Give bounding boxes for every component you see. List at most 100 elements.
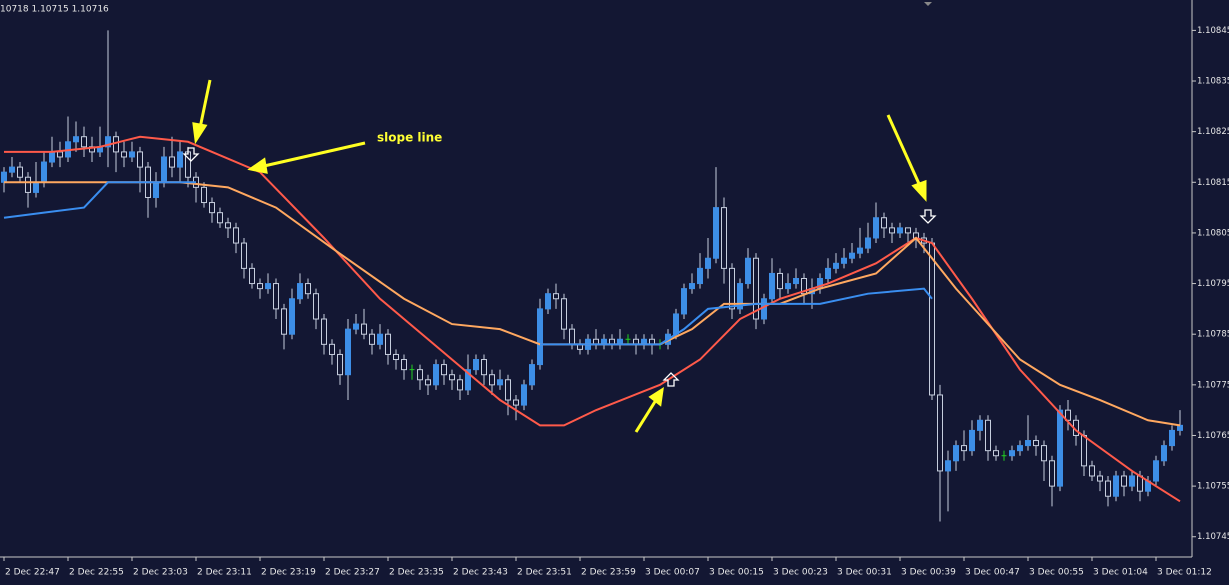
candle-body xyxy=(929,242,935,396)
candle-body xyxy=(241,242,247,269)
candle-body xyxy=(569,328,575,345)
candle-body xyxy=(1,171,7,183)
candle-body xyxy=(337,353,343,376)
candle-body xyxy=(449,374,455,381)
candle-body xyxy=(321,318,327,345)
y-tick-label: 1.10815 xyxy=(1197,178,1229,188)
x-tick-label: 2 Dec 22:55 xyxy=(69,568,124,578)
candle-body xyxy=(345,328,351,376)
candle-body xyxy=(561,298,567,330)
candle-body xyxy=(177,151,183,168)
candle-body xyxy=(233,227,239,244)
y-tick-label: 1.10755 xyxy=(1197,482,1229,492)
candle-body xyxy=(457,379,463,391)
y-tick-label: 1.10775 xyxy=(1197,380,1229,390)
candle-body xyxy=(1169,429,1175,447)
candle-body xyxy=(305,283,311,295)
candle-body xyxy=(217,212,223,224)
x-tick-label: 3 Dec 00:07 xyxy=(645,568,700,578)
x-tick-label: 2 Dec 23:51 xyxy=(517,568,572,578)
annotation: slope line xyxy=(377,131,442,145)
arrow xyxy=(263,141,366,168)
candle-body xyxy=(905,227,911,234)
candle-body xyxy=(25,176,31,193)
candle-body xyxy=(249,267,255,285)
candle-body xyxy=(153,181,159,198)
candle-body xyxy=(977,419,983,431)
candle-body xyxy=(505,379,511,401)
candle-body xyxy=(417,369,423,381)
candle-body xyxy=(369,333,375,345)
candle-body xyxy=(1097,475,1103,482)
arrow-head xyxy=(192,122,208,145)
candle-body xyxy=(425,379,431,386)
candle-body xyxy=(465,369,471,391)
candle-body xyxy=(1081,434,1087,467)
candle-body xyxy=(297,283,303,300)
candle-body xyxy=(785,283,791,290)
x-tick-label: 3 Dec 00:55 xyxy=(1029,568,1084,578)
x-tick-label: 2 Dec 23:03 xyxy=(133,568,188,578)
candle-body xyxy=(73,136,79,143)
yellow-arrows xyxy=(192,79,927,433)
candle-body xyxy=(105,136,111,148)
x-tick-label: 3 Dec 00:39 xyxy=(901,568,956,578)
y-tick-label: 1.10835 xyxy=(1197,77,1229,87)
candle-body xyxy=(433,364,439,386)
shift-marker xyxy=(924,2,932,6)
candle-body xyxy=(793,278,799,285)
x-tick-label: 3 Dec 01:04 xyxy=(1093,568,1148,578)
candle-body xyxy=(945,460,951,472)
arrow xyxy=(198,79,212,129)
x-tick-label: 2 Dec 23:59 xyxy=(581,568,636,578)
arrow xyxy=(886,114,922,187)
candle-body xyxy=(121,151,127,158)
candle-body xyxy=(1025,440,1031,447)
candle-body xyxy=(361,323,367,335)
candle-body xyxy=(1113,475,1119,497)
candle-body xyxy=(489,374,495,386)
candle-body xyxy=(1033,440,1039,447)
candle-body xyxy=(441,364,447,376)
x-tick-label: 2 Dec 23:11 xyxy=(197,568,252,578)
candle-body xyxy=(281,308,287,335)
candle-body xyxy=(737,283,743,310)
y-tick-label: 1.10745 xyxy=(1197,532,1229,542)
candle-body xyxy=(161,156,167,183)
candle-body xyxy=(713,207,719,259)
signal-arrows xyxy=(182,147,937,387)
candle-body xyxy=(937,394,943,472)
candle-body xyxy=(985,419,991,452)
candle-body xyxy=(993,450,999,457)
candle-body xyxy=(377,333,383,345)
candle-body xyxy=(825,267,831,280)
candle-body xyxy=(1177,424,1183,431)
candle-body xyxy=(969,429,975,452)
candle-body xyxy=(473,359,479,371)
x-tick-label: 2 Dec 23:27 xyxy=(325,568,380,578)
x-tick-label: 2 Dec 23:43 xyxy=(453,568,508,578)
candle-body xyxy=(497,379,503,386)
candle-body xyxy=(1129,475,1135,487)
candle-body xyxy=(897,227,903,234)
sell-arrow xyxy=(919,209,937,224)
candle-body xyxy=(81,136,87,148)
x-tick-label: 2 Dec 23:35 xyxy=(389,568,444,578)
candle-body xyxy=(721,207,727,269)
candle-body xyxy=(257,283,263,290)
candle-body xyxy=(889,227,895,234)
candle-body xyxy=(777,272,783,290)
candle-body xyxy=(865,237,871,249)
arrow xyxy=(634,399,658,433)
candle-body xyxy=(1161,445,1167,462)
candle-body xyxy=(313,293,319,320)
candle-body xyxy=(769,272,775,300)
candle-body xyxy=(401,359,407,371)
y-tick-label: 1.10795 xyxy=(1197,279,1229,289)
candle-body xyxy=(481,359,487,376)
arrow-head xyxy=(911,179,927,202)
overlay: 10718 1.10715 1.10716 slope line xyxy=(0,0,1193,558)
candle-body xyxy=(113,136,119,153)
